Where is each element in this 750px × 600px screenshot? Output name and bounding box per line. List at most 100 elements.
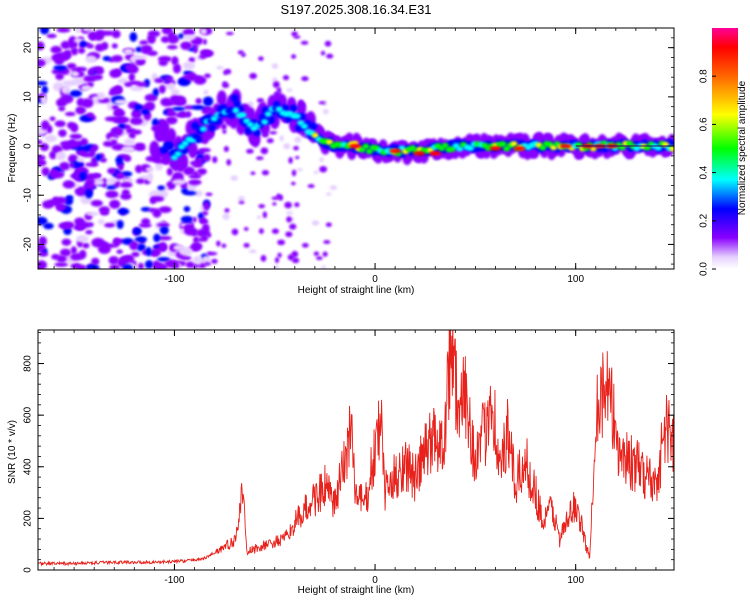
heatmap-peak xyxy=(389,148,402,154)
heatmap-noise-cell xyxy=(183,166,195,176)
heatmap-noise-cell xyxy=(99,157,107,163)
heatmap-noise-cell xyxy=(222,81,228,85)
heatmap-noise-cell xyxy=(85,211,99,216)
spectrogram-xlabel: Height of straight line (km) xyxy=(298,285,415,296)
heatmap-noise-cell xyxy=(104,116,118,122)
heatmap-noise-cell xyxy=(116,116,130,123)
heatmap-noise-cell xyxy=(123,155,132,162)
heatmap-noise-cell xyxy=(224,68,232,75)
heatmap-ridge-core xyxy=(264,111,272,117)
heatmap-noise-cell xyxy=(180,215,194,223)
heatmap-noise-cell xyxy=(173,244,185,251)
heatmap-noise-cell xyxy=(38,265,44,269)
heatmap-noise-cell xyxy=(238,201,245,205)
heatmap-noise-cell xyxy=(54,262,69,267)
heatmap-noise-cell xyxy=(260,147,269,155)
heatmap-ridge-core xyxy=(261,119,269,125)
colorbar-tick-label: 0.8 xyxy=(699,69,710,83)
snr-background xyxy=(38,330,674,570)
colorbar-tick-label: 0.4 xyxy=(699,165,710,179)
heatmap-noise-cell xyxy=(166,100,176,106)
heatmap-noise-cell xyxy=(81,98,94,109)
heatmap-noise-cell xyxy=(77,47,86,54)
heatmap-noise-cell xyxy=(223,145,229,152)
heatmap-noise-cell xyxy=(249,72,257,80)
snr-ytick-label: 600 xyxy=(23,406,34,423)
heatmap-noise-cell xyxy=(154,77,165,84)
heatmap-noise-cell xyxy=(46,33,57,39)
spectrogram-heatmap xyxy=(38,28,674,269)
heatmap-noise-cell xyxy=(193,47,198,54)
heatmap-noise-cell xyxy=(62,221,75,229)
snr-xtick-label: -100 xyxy=(164,575,184,586)
heatmap-noise-cell xyxy=(183,190,197,196)
spectrogram-ytick-label: 0 xyxy=(23,143,34,149)
heatmap-noise-cell xyxy=(38,41,45,51)
heatmap-noise-cell xyxy=(198,149,205,155)
heatmap-noise-cell xyxy=(271,196,280,200)
heatmap-noise-cell xyxy=(136,81,148,87)
heatmap-noise-cell xyxy=(39,28,50,35)
heatmap-noise-cell xyxy=(260,255,267,262)
heatmap-noise-cell xyxy=(70,47,79,56)
heatmap-noise-cell xyxy=(192,75,201,80)
heatmap-noise-cell xyxy=(49,168,59,179)
heatmap-noise-cell xyxy=(64,111,76,117)
heatmap-noise-cell xyxy=(41,167,50,177)
heatmap-noise-cell xyxy=(106,101,114,111)
heatmap-noise-cell xyxy=(158,84,166,94)
heatmap-ridge-core xyxy=(499,141,507,147)
heatmap-noise-cell xyxy=(206,251,213,256)
heatmap-ridge-core xyxy=(232,107,240,114)
heatmap-noise-cell xyxy=(85,55,97,63)
heatmap-noise-cell xyxy=(325,222,332,227)
heatmap-noise-cell xyxy=(52,196,59,205)
heatmap-noise-cell xyxy=(243,226,249,231)
heatmap-noise-cell xyxy=(180,41,193,50)
heatmap-ridge-outer xyxy=(166,142,175,151)
heatmap-noise-cell xyxy=(291,169,297,177)
snr-ytick-label: 400 xyxy=(23,458,34,475)
heatmap-noise-cell xyxy=(95,153,102,162)
heatmap-noise-cell xyxy=(140,206,151,212)
heatmap-noise-cell xyxy=(203,262,212,266)
spectrogram-ytick-label: 10 xyxy=(23,91,34,103)
heatmap-noise-cell xyxy=(69,89,83,98)
heatmap-noise-cell xyxy=(172,106,186,111)
heatmap-noise-cell xyxy=(134,145,146,152)
heatmap-noise-cell xyxy=(59,248,72,257)
heatmap-peak xyxy=(429,151,442,156)
heatmap-noise-cell xyxy=(82,28,92,32)
heatmap-ridge-core xyxy=(441,142,449,149)
heatmap-noise-cell xyxy=(222,213,230,221)
heatmap-noise-cell xyxy=(62,180,75,189)
heatmap-noise-cell xyxy=(76,66,88,72)
heatmap-noise-cell xyxy=(135,46,143,53)
heatmap-noise-cell xyxy=(262,211,268,219)
heatmap-ridge-core xyxy=(510,140,518,147)
heatmap-noise-cell xyxy=(300,40,309,45)
heatmap-noise-cell xyxy=(199,54,207,59)
heatmap-noise-cell xyxy=(73,38,84,43)
heatmap-noise-cell xyxy=(117,207,130,215)
colorbar-tick-label: 0.6 xyxy=(699,117,710,131)
heatmap-noise-cell xyxy=(258,56,264,61)
heatmap-noise-cell xyxy=(136,243,146,252)
heatmap-noise-cell xyxy=(38,159,47,167)
heatmap-noise-cell xyxy=(248,249,257,254)
heatmap-noise-cell xyxy=(74,217,85,226)
heatmap-noise-cell xyxy=(38,243,46,253)
heatmap-noise-cell xyxy=(151,248,162,257)
colorbar-tick-label: 0.2 xyxy=(699,213,710,227)
heatmap-noise-cell xyxy=(243,242,250,248)
heatmap-noise-cell xyxy=(277,239,286,246)
heatmap-noise-cell xyxy=(193,244,199,248)
heatmap-noise-cell xyxy=(171,56,179,66)
heatmap-noise-cell xyxy=(139,40,149,45)
heatmap-noise-cell xyxy=(201,211,209,216)
heatmap-noise-cell xyxy=(73,224,86,231)
heatmap-noise-cell xyxy=(84,162,99,167)
heatmap-noise-cell xyxy=(56,254,67,263)
heatmap-noise-cell xyxy=(38,80,48,86)
heatmap-noise-cell xyxy=(296,167,303,172)
